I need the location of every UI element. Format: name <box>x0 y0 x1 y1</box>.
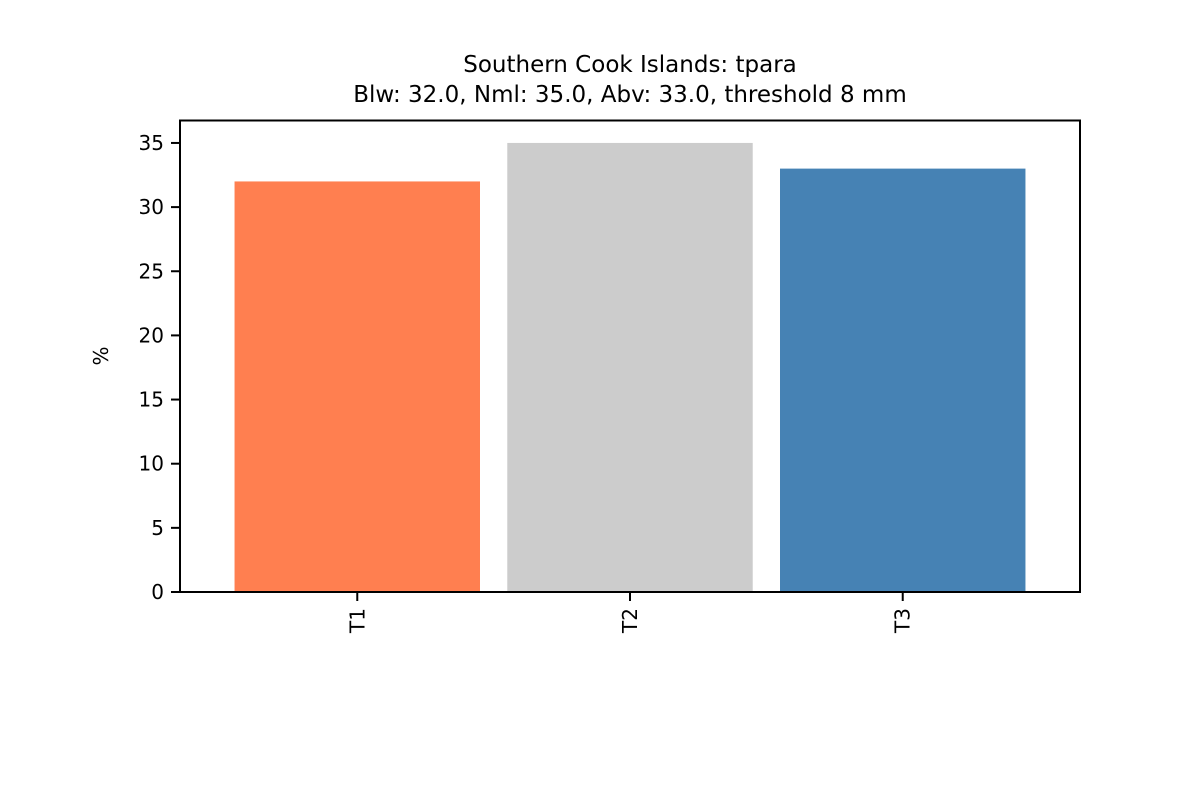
chart-subtitle: Blw: 32.0, Nml: 35.0, Abv: 33.0, thresho… <box>353 82 906 108</box>
bar-t1 <box>234 181 480 592</box>
plot-area <box>179 119 1081 593</box>
y-tick-label: 20 <box>139 323 164 347</box>
y-axis-ticks: 0 5 10 15 20 25 30 35 <box>139 131 180 604</box>
chart-title: Southern Cook Islands: tpara <box>463 52 797 78</box>
x-axis-ticks: T1 T2 T3 <box>345 592 915 634</box>
y-axis-label: % <box>89 346 113 365</box>
bars-group <box>234 142 1026 592</box>
y-tick-label: 15 <box>139 388 164 412</box>
y-tick-label: 0 <box>151 580 164 604</box>
y-tick-label: 25 <box>139 259 164 283</box>
x-tick-label: T1 <box>345 608 369 634</box>
y-tick-label: 10 <box>139 452 164 476</box>
x-tick-label: T2 <box>618 608 642 634</box>
y-tick-label: 5 <box>151 516 164 540</box>
y-tick-label: 30 <box>139 195 164 219</box>
bar-t3 <box>780 168 1026 592</box>
x-tick-label: T3 <box>891 608 915 634</box>
y-tick-label: 35 <box>139 131 164 155</box>
bar-t2 <box>507 142 753 592</box>
